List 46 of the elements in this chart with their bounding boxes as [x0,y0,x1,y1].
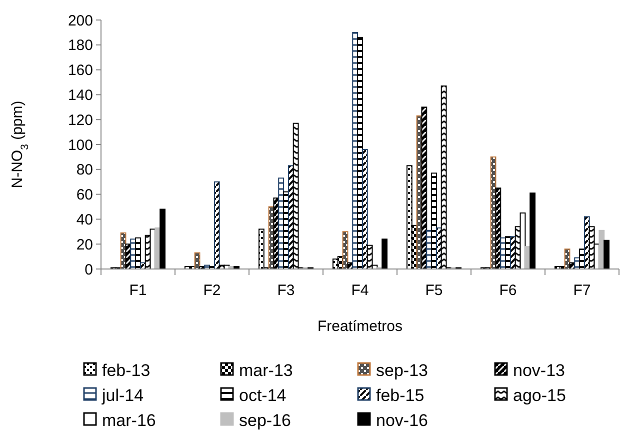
bar [604,240,610,270]
bar [357,36,363,270]
y-tick-label: 120 [68,112,93,129]
x-tick-label: F4 [351,282,369,299]
x-tick-label: F7 [573,282,591,299]
bar [214,181,220,270]
legend-label: sep-16 [239,410,291,430]
bar [495,188,502,270]
y-tick-label: 40 [76,211,93,228]
legend-label: sep-13 [376,360,428,380]
y-tick-label: 160 [68,62,93,80]
x-tick-label: F6 [499,282,517,299]
legend-label: feb-15 [376,386,424,405]
legend-label: nov-16 [376,410,428,430]
x-axis-title: Freatímetros [317,318,403,335]
y-tick-label: 80 [76,162,93,179]
y-tick-label: 0 [84,261,93,278]
bar [530,192,536,270]
y-tick-label: 140 [68,86,93,104]
legend-label: ago-15 [513,386,566,405]
x-tick-label: F5 [425,282,443,299]
x-tick-label: F2 [203,282,221,299]
bar [292,122,299,270]
x-tick-label: F3 [277,282,295,299]
bar [382,238,388,270]
legend-label: oct-14 [239,386,286,405]
legend-label: mar-16 [102,410,156,430]
y-tick-label: 60 [76,186,93,204]
y-tick-label: 100 [68,136,93,154]
legend-label: jul-14 [101,386,144,405]
bar [362,148,368,270]
bar [135,237,141,270]
y-tick-label: 200 [68,12,93,30]
bar [258,228,264,270]
bar [440,85,447,270]
bar [406,165,412,270]
bar [160,208,166,270]
bar [431,172,437,270]
y-tick-label: 180 [68,37,93,54]
legend-label: feb-13 [102,360,150,380]
legend-label: nov-13 [513,360,565,380]
bar [421,106,428,270]
y-tick-label: 20 [76,236,93,254]
x-tick-label: F1 [129,282,147,299]
legend-label: mar-13 [239,360,293,380]
bar [588,226,595,270]
